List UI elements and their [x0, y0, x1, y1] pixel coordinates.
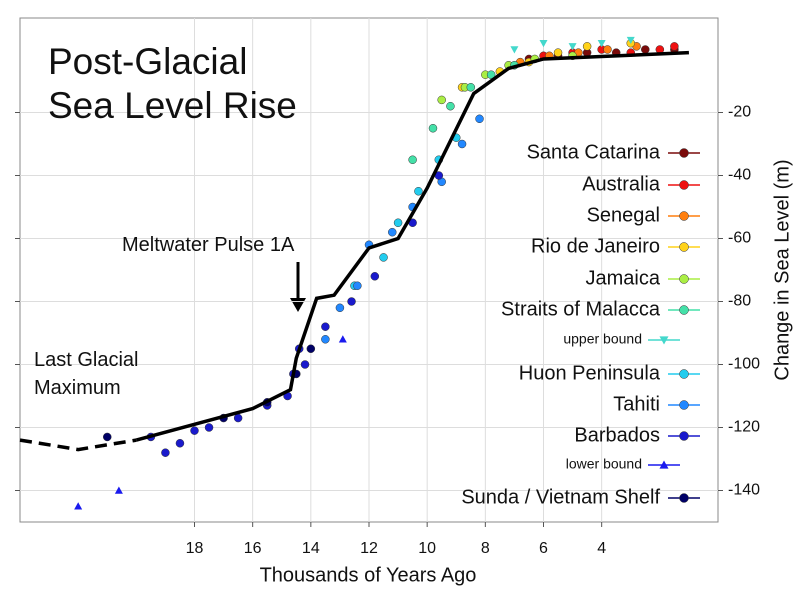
point	[510, 46, 519, 54]
y-tick-label: -20	[728, 104, 751, 121]
y-tick-label: -100	[728, 356, 760, 373]
legend-marker	[679, 148, 689, 158]
legend-label: Straits of Malacca	[501, 298, 661, 320]
annotation: Meltwater Pulse 1A	[122, 234, 295, 256]
x-tick-label: 10	[418, 540, 436, 557]
legend-label: upper bound	[563, 331, 642, 347]
x-tick-label: 14	[302, 540, 320, 557]
legend-label: Australia	[582, 173, 661, 195]
y-tick-label: -60	[728, 230, 751, 247]
point	[175, 439, 185, 448]
point	[388, 227, 397, 237]
point	[428, 124, 438, 133]
legend-marker	[679, 180, 689, 190]
y-tick-label: -40	[728, 167, 751, 184]
y-tick-label: -140	[728, 482, 760, 499]
point	[379, 253, 388, 262]
point	[353, 281, 362, 290]
legend-marker	[679, 242, 689, 252]
x-tick-label: 16	[244, 540, 262, 557]
y-axis-title: Change in Sea Level (m)	[771, 159, 793, 380]
point	[74, 502, 83, 510]
legend-label: Tahiti	[613, 393, 660, 415]
legend-label: Barbados	[574, 424, 660, 446]
fit-line	[135, 50, 689, 442]
point	[300, 360, 310, 369]
point	[306, 344, 316, 353]
legend-marker	[679, 400, 689, 410]
point	[553, 48, 563, 57]
point	[190, 426, 199, 435]
y-tick-label: -80	[728, 293, 751, 310]
legend-marker	[679, 305, 689, 315]
legend-marker	[679, 493, 689, 503]
point	[437, 95, 446, 105]
point	[641, 45, 650, 54]
point	[204, 423, 214, 432]
point	[568, 43, 577, 51]
y-tick-label: -120	[728, 419, 760, 436]
point	[597, 40, 606, 48]
point	[626, 36, 635, 45]
point	[114, 486, 123, 494]
legend-label: Rio de Janeiro	[531, 235, 660, 257]
point	[338, 335, 347, 343]
point	[321, 322, 330, 331]
point	[347, 297, 356, 306]
dashed-line	[19, 438, 137, 452]
legend-marker	[679, 211, 689, 221]
point	[457, 139, 467, 149]
point	[486, 70, 496, 79]
point	[414, 187, 423, 196]
annotation: Last Glacial Maximum	[34, 349, 139, 399]
chart-title: Post-Glacial Sea Level Rise	[48, 41, 297, 126]
point	[670, 42, 679, 51]
x-tick-label: 12	[360, 540, 378, 557]
point	[475, 114, 484, 124]
point	[466, 83, 476, 92]
legend-label: lower bound	[566, 456, 642, 472]
point	[103, 432, 112, 442]
x-tick-label: 18	[186, 540, 204, 557]
legend-label: Jamaica	[586, 267, 661, 289]
point	[321, 335, 330, 344]
legend-marker	[659, 460, 669, 469]
point	[408, 155, 417, 164]
point	[233, 413, 243, 423]
point	[335, 303, 345, 313]
legend-marker	[679, 369, 689, 379]
point	[539, 40, 548, 48]
x-tick-label: 4	[597, 540, 606, 557]
point	[393, 218, 403, 227]
x-tick-label: 8	[481, 540, 490, 557]
point	[161, 448, 170, 457]
point	[582, 42, 592, 51]
legend-label: Santa Catarina	[527, 141, 661, 163]
legend-marker	[679, 431, 689, 441]
legend-marker	[659, 336, 669, 345]
point	[446, 101, 455, 111]
point	[603, 45, 612, 54]
legend-marker	[679, 274, 689, 284]
legend-label: Sunda / Vietnam Shelf	[461, 486, 660, 508]
x-tick-label: 6	[539, 540, 548, 557]
point	[370, 272, 380, 281]
x-axis-title: Thousands of Years Ago	[260, 564, 477, 586]
legend-label: Huon Peninsula	[519, 362, 661, 384]
legend-label: Senegal	[587, 204, 660, 226]
